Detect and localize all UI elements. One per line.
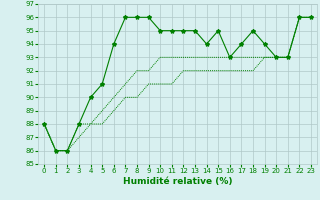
X-axis label: Humidité relative (%): Humidité relative (%) [123, 177, 232, 186]
